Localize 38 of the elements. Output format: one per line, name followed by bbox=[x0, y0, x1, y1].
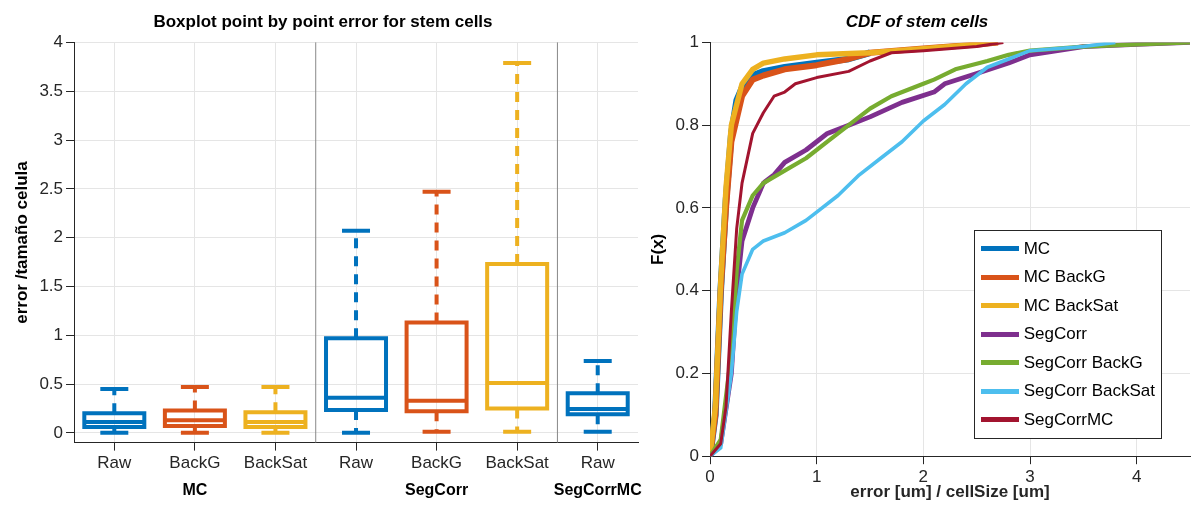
y-tick-label: 2.5 bbox=[39, 178, 64, 198]
y-tick-label: 0.6 bbox=[675, 197, 700, 217]
y-tick-label: 3 bbox=[53, 129, 64, 149]
y-axis-title: F(x) bbox=[647, 233, 667, 265]
x-tick-label: BackG bbox=[411, 453, 463, 473]
x-tick-label: 4 bbox=[1131, 467, 1142, 487]
legend-label: MC BackG bbox=[1023, 267, 1106, 288]
legend-label: SegCorr bbox=[1023, 324, 1087, 345]
text: SegCorrMC bbox=[553, 481, 643, 499]
text: SegCorr bbox=[405, 481, 469, 499]
y-tick-label: 0.5 bbox=[39, 373, 64, 393]
legend-label: SegCorr BackG bbox=[1023, 352, 1143, 373]
x-tick-label: 0 bbox=[705, 467, 715, 487]
x-tick-label: Raw bbox=[580, 453, 616, 473]
y-tick-label: 1 bbox=[53, 324, 64, 344]
x-tick-label: Raw bbox=[97, 453, 133, 473]
y-tick-label: 1 bbox=[689, 32, 700, 52]
chart-title: CDF of stem cells bbox=[845, 11, 989, 31]
text: MC bbox=[182, 481, 208, 499]
x-tick-label: 1 bbox=[811, 467, 822, 487]
legend-label: MC BackSat bbox=[1023, 295, 1119, 316]
x-tick-label: BackSat bbox=[485, 453, 550, 473]
legend-label: SegCorr BackSat bbox=[1023, 381, 1155, 402]
legend-label: SegCorrMC bbox=[1023, 409, 1114, 430]
legend-label: MC bbox=[1023, 238, 1051, 259]
x-tick-label: BackG bbox=[169, 453, 221, 473]
x-tick-label: Raw bbox=[339, 453, 374, 473]
y-tick-label: 4 bbox=[53, 32, 64, 52]
y-tick-label: 1.5 bbox=[39, 276, 64, 296]
y-tick-label: 0.2 bbox=[675, 363, 700, 383]
chart-title: Boxplot point by point error for stem cells bbox=[153, 11, 493, 31]
y-tick-label: 2 bbox=[53, 227, 64, 247]
y-tick-label: 0.8 bbox=[675, 114, 700, 134]
y-tick-label: 3.5 bbox=[39, 80, 64, 100]
x-tick-label: BackSat bbox=[243, 453, 308, 473]
y-tick-label: 0 bbox=[53, 422, 64, 442]
y-tick-label: 0.4 bbox=[675, 280, 700, 300]
y-axis-title: error /tamaño celula bbox=[11, 160, 31, 324]
